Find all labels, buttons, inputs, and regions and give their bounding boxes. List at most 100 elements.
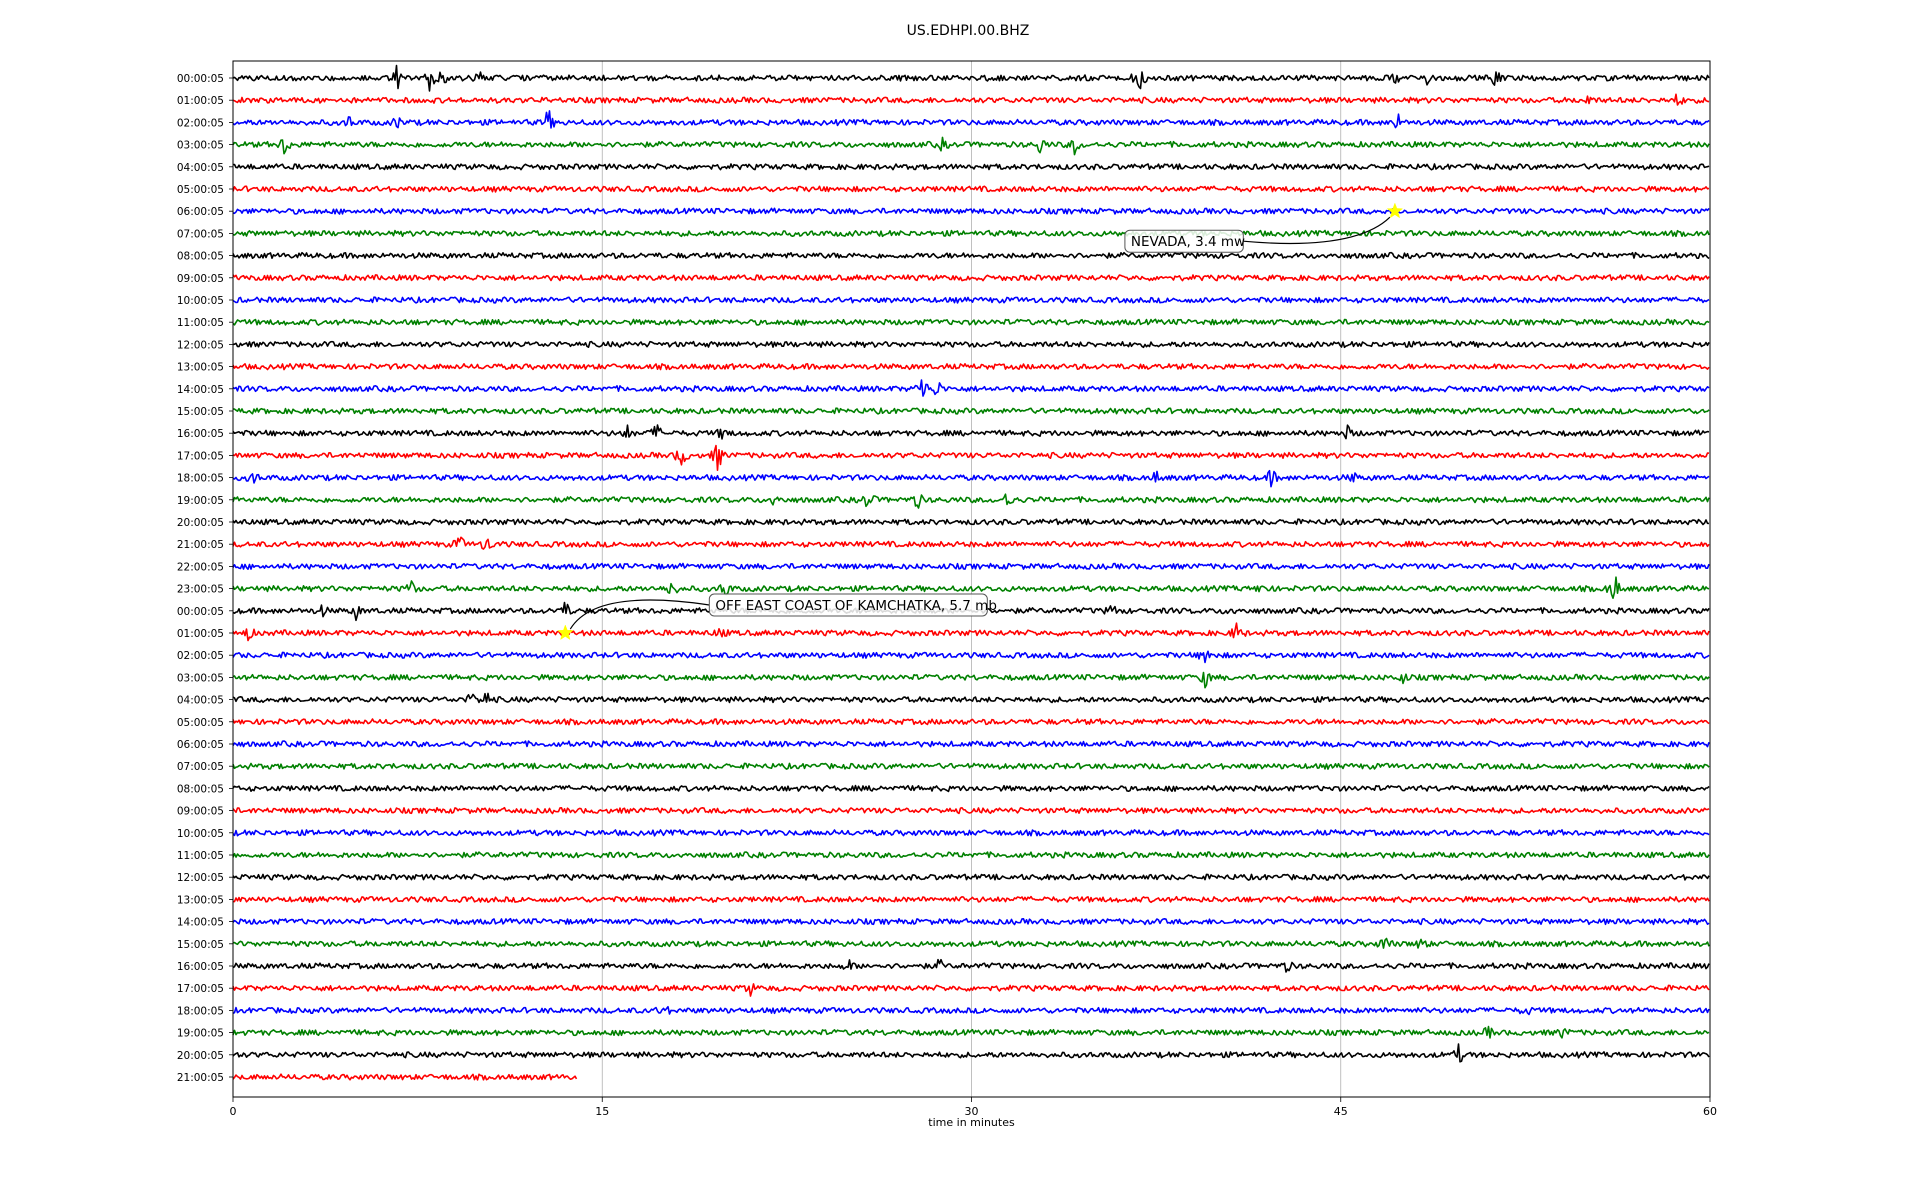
row-label: 03:00:05 bbox=[177, 140, 224, 152]
trace-row-14 bbox=[232, 379, 1710, 397]
trace-row-36 bbox=[232, 873, 1710, 881]
row-label: 14:00:05 bbox=[177, 384, 224, 396]
row-label: 02:00:05 bbox=[177, 117, 224, 129]
trace-row-5 bbox=[232, 185, 1710, 193]
trace-row-31 bbox=[232, 762, 1710, 770]
row-label: 13:00:05 bbox=[177, 362, 224, 374]
row-label: 20:00:05 bbox=[177, 1050, 224, 1062]
row-label: 15:00:05 bbox=[177, 406, 224, 418]
row-label: 16:00:05 bbox=[177, 961, 224, 973]
row-label: 07:00:05 bbox=[177, 228, 224, 240]
row-label: 16:00:05 bbox=[177, 428, 224, 440]
trace-row-39 bbox=[232, 937, 1710, 949]
x-tick-label: 60 bbox=[1703, 1105, 1717, 1118]
x-tick-label: 15 bbox=[595, 1105, 609, 1118]
event-star-marker-1 bbox=[557, 624, 574, 641]
trace-row-45 bbox=[232, 1073, 578, 1081]
event-annotations: NEVADA, 3.4 mw OFF EAST COAST OF KAMCHATK… bbox=[557, 202, 1404, 641]
row-label: 12:00:05 bbox=[177, 872, 224, 884]
trace-row-20 bbox=[232, 518, 1710, 526]
trace-row-26 bbox=[232, 650, 1710, 664]
row-label: 00:00:05 bbox=[177, 73, 224, 85]
row-label: 08:00:05 bbox=[177, 251, 224, 263]
row-label: 22:00:05 bbox=[177, 561, 224, 573]
row-label: 10:00:05 bbox=[177, 295, 224, 307]
row-label: 20:00:05 bbox=[177, 517, 224, 529]
trace-row-23 bbox=[232, 576, 1710, 599]
trace-row-4 bbox=[232, 163, 1710, 171]
trace-row-40 bbox=[232, 958, 1710, 973]
row-label: 06:00:05 bbox=[177, 739, 224, 751]
x-tick-label: 45 bbox=[1334, 1105, 1348, 1118]
event-star-marker-0 bbox=[1386, 202, 1404, 219]
row-label: 19:00:05 bbox=[177, 495, 224, 507]
row-label: 13:00:05 bbox=[177, 894, 224, 906]
trace-row-10 bbox=[232, 296, 1710, 304]
row-label: 04:00:05 bbox=[177, 162, 224, 174]
trace-row-11 bbox=[232, 318, 1710, 326]
row-label: 08:00:05 bbox=[177, 783, 224, 795]
row-label: 11:00:05 bbox=[177, 317, 224, 329]
trace-row-43 bbox=[232, 1025, 1710, 1039]
trace-row-30 bbox=[232, 740, 1710, 748]
trace-row-3 bbox=[232, 136, 1710, 156]
row-label: 17:00:05 bbox=[177, 983, 224, 995]
trace-row-16 bbox=[232, 424, 1710, 440]
trace-row-25 bbox=[232, 622, 1710, 642]
chart-title: US.EDHPI.00.BHZ bbox=[907, 23, 1030, 39]
trace-row-41 bbox=[232, 983, 1710, 997]
row-label: 11:00:05 bbox=[177, 850, 224, 862]
row-label: 14:00:05 bbox=[177, 917, 224, 929]
trace-row-15 bbox=[232, 407, 1710, 415]
trace-row-28 bbox=[232, 692, 1710, 704]
trace-row-33 bbox=[232, 806, 1710, 815]
x-axis-label: time in minutes bbox=[928, 1116, 1015, 1129]
event-label: OFF EAST COAST OF KAMCHATKA, 5.7 mb bbox=[715, 598, 997, 614]
trace-row-6 bbox=[232, 207, 1710, 215]
trace-row-18 bbox=[232, 469, 1710, 488]
row-label: 21:00:05 bbox=[177, 539, 224, 551]
seismic-traces bbox=[232, 64, 1710, 1081]
trace-row-21 bbox=[232, 536, 1710, 550]
x-tick-label: 30 bbox=[965, 1105, 979, 1118]
row-label: 09:00:05 bbox=[177, 273, 224, 285]
trace-row-37 bbox=[233, 895, 1710, 904]
row-label: 05:00:05 bbox=[177, 717, 224, 729]
trace-row-19 bbox=[232, 493, 1710, 509]
row-label: 04:00:05 bbox=[177, 695, 224, 707]
row-label: 17:00:05 bbox=[177, 450, 224, 462]
row-label: 07:00:05 bbox=[177, 761, 224, 773]
trace-row-12 bbox=[232, 340, 1710, 349]
row-label: 18:00:05 bbox=[177, 1005, 224, 1017]
trace-row-9 bbox=[232, 274, 1710, 282]
row-label: 18:00:05 bbox=[177, 473, 224, 485]
trace-row-7 bbox=[232, 229, 1710, 238]
row-label: 09:00:05 bbox=[177, 806, 224, 818]
trace-row-13 bbox=[232, 362, 1710, 371]
row-label: 05:00:05 bbox=[177, 184, 224, 196]
row-labels: 00:00:05 01:00:05 02:00:05 03:00:05 04:00:05… bbox=[177, 73, 233, 1084]
trace-row-32 bbox=[232, 784, 1710, 793]
trace-row-44 bbox=[232, 1043, 1710, 1063]
trace-row-27 bbox=[232, 671, 1710, 689]
row-label: 00:00:05 bbox=[177, 606, 224, 618]
event-connector-0 bbox=[1243, 216, 1391, 245]
trace-row-0 bbox=[232, 64, 1710, 92]
row-label: 01:00:05 bbox=[177, 628, 224, 640]
row-label: 10:00:05 bbox=[177, 828, 224, 840]
trace-row-1 bbox=[232, 93, 1710, 106]
event-label-box-1 bbox=[708, 593, 988, 617]
row-label: 23:00:05 bbox=[177, 584, 224, 596]
trace-row-22 bbox=[232, 562, 1710, 571]
row-label: 06:00:05 bbox=[177, 206, 224, 218]
row-label: 12:00:05 bbox=[177, 339, 224, 351]
trace-row-38 bbox=[232, 917, 1710, 926]
x-tick-label: 0 bbox=[230, 1105, 237, 1118]
row-label: 19:00:05 bbox=[177, 1028, 224, 1040]
row-label: 21:00:05 bbox=[177, 1072, 224, 1084]
trace-row-42 bbox=[232, 1005, 1710, 1016]
trace-row-17 bbox=[232, 444, 1710, 471]
row-label: 02:00:05 bbox=[177, 650, 224, 662]
trace-row-8 bbox=[232, 251, 1710, 260]
